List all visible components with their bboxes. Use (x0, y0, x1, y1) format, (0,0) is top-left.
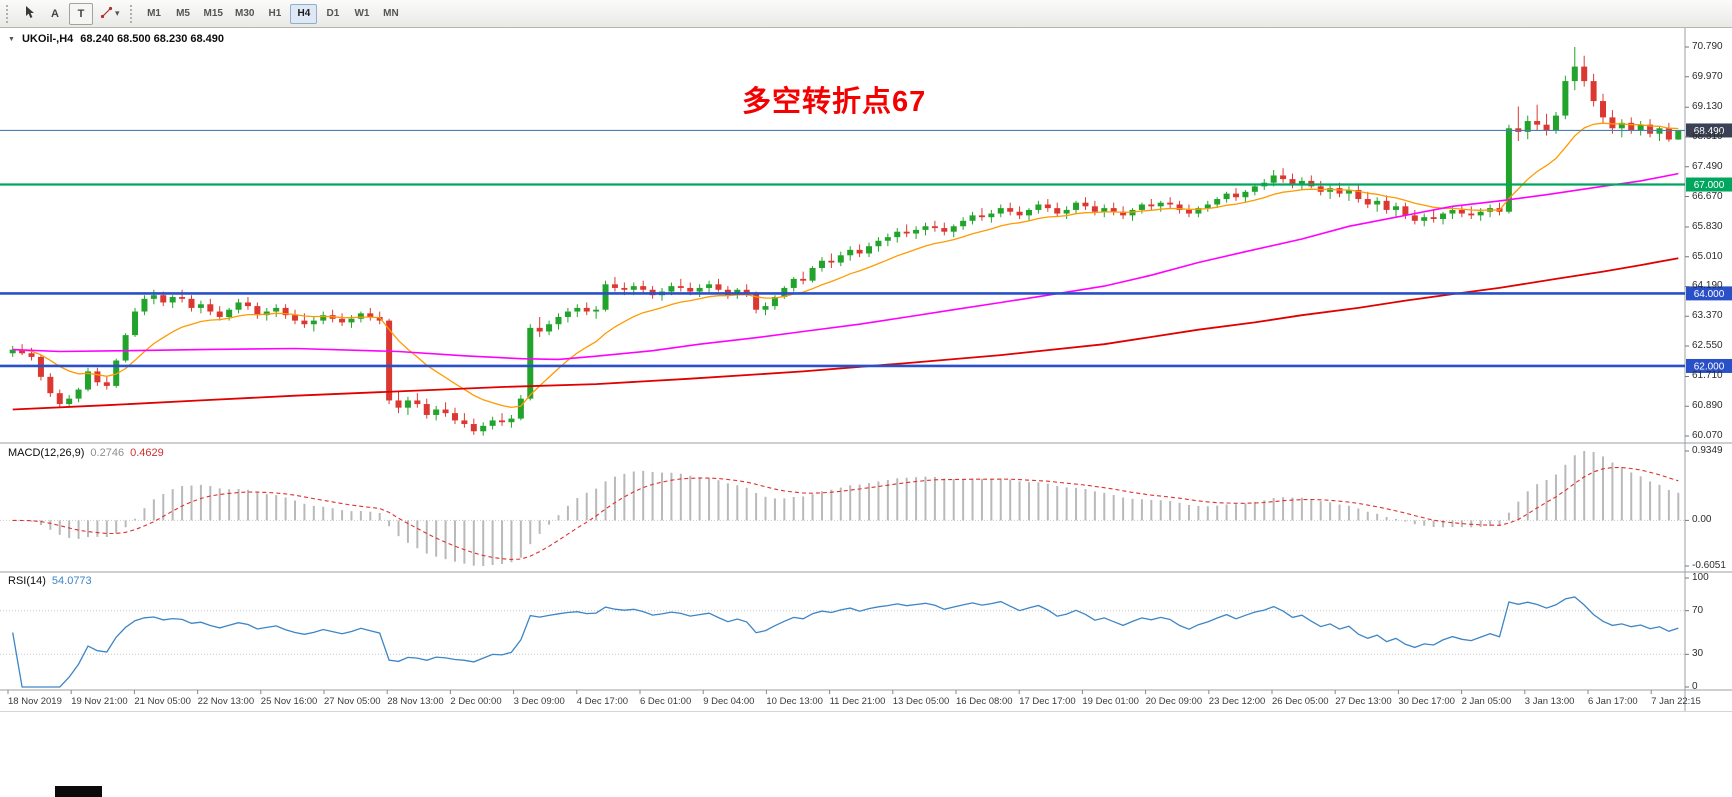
rsi-label: RSI(14) (8, 575, 46, 587)
timeframe-button-m15[interactable]: M15 (203, 8, 223, 19)
timeframe-button-m30[interactable]: M30 (234, 8, 255, 19)
svg-text:67.000: 67.000 (1694, 180, 1725, 191)
chevron-down-icon: ▾ (115, 8, 120, 18)
timeframe-button-m5[interactable]: M5 (176, 8, 190, 19)
trendline-icon (100, 6, 113, 22)
text-label-tool-button[interactable]: A (51, 7, 59, 20)
macd-signal-value: 0.4629 (130, 447, 164, 459)
line-tools-button[interactable]: ▾ (95, 3, 125, 25)
macd-label: MACD(12,26,9) (8, 447, 85, 459)
timeframe-button-h1[interactable]: H1 (268, 8, 282, 19)
cursor-tool-button[interactable] (17, 3, 41, 25)
cursor-icon (24, 5, 35, 22)
text-tool-button[interactable]: T (69, 2, 93, 25)
rsi-value: 54.0773 (51, 575, 92, 587)
toolbar-grip[interactable] (129, 4, 136, 23)
symbol-label: UKOil-,H4 (21, 33, 74, 45)
ohlc-values: 68.240 68.500 68.230 68.490 (80, 33, 225, 45)
timeframe-toolbar: M1 M5 M15 M30 H1 H4 D1 W1 MN (140, 3, 406, 24)
timeframe-button-mn[interactable]: MN (383, 8, 399, 19)
svg-text:68.490: 68.490 (1694, 126, 1725, 137)
timeframe-button-m1[interactable]: M1 (147, 8, 161, 19)
chart-annotation: 多空转折点67 (742, 86, 927, 118)
svg-text:64.000: 64.000 (1694, 289, 1725, 300)
timeframe-button-d1[interactable]: D1 (326, 8, 340, 19)
toolbar: A T ▾ M1 M5 M15 M30 H1 H4 D1 W1 MN (0, 0, 1732, 28)
svg-text:62.000: 62.000 (1694, 361, 1725, 372)
symbol-marker-icon: ▼ (8, 35, 15, 43)
timeframe-button-h4[interactable]: H4 (290, 3, 318, 24)
chart-symbol-header: ▼ UKOil-,H4 68.240 68.500 68.230 68.490 (8, 33, 224, 45)
toolbar-grip[interactable] (6, 4, 12, 23)
taskbar-fragment (55, 786, 102, 797)
macd-main-value: 0.2746 (90, 447, 125, 459)
rsi-pane-header: RSI(14) 54.0773 (8, 575, 92, 587)
timeframe-button-w1[interactable]: W1 (354, 8, 370, 19)
chart-area[interactable]: 68.490 67.000 64.000 62.000 (0, 28, 1732, 797)
macd-pane-header: MACD(12,26,9) 0.2746 0.4629 (8, 447, 164, 459)
